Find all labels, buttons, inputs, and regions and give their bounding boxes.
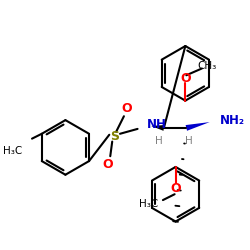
- Text: H₃C: H₃C: [139, 199, 158, 209]
- Polygon shape: [151, 125, 164, 131]
- Text: O: O: [170, 182, 181, 195]
- Text: O: O: [122, 102, 132, 115]
- Text: H: H: [155, 136, 163, 145]
- Text: O: O: [102, 158, 113, 170]
- Text: S: S: [110, 130, 119, 143]
- Text: NH: NH: [147, 118, 167, 130]
- Text: O: O: [180, 72, 191, 85]
- Text: CH₃: CH₃: [197, 60, 216, 70]
- Polygon shape: [186, 122, 210, 131]
- Text: H₃C: H₃C: [3, 146, 22, 156]
- Text: H: H: [185, 136, 193, 145]
- Text: NH₂: NH₂: [220, 114, 244, 126]
